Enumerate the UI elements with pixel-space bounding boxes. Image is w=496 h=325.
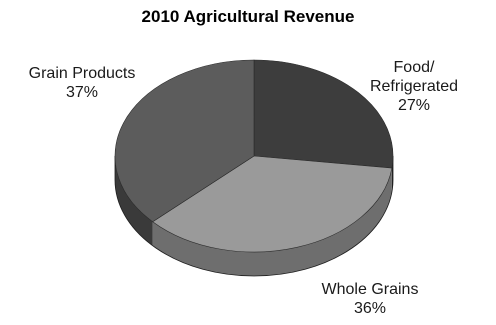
pie-label-group: Food/Refrigerated 27% Whole Grains 36% Grain… [29, 59, 458, 317]
pie-slice-side [152, 168, 392, 276]
pie-side-group [114, 156, 394, 277]
pie-edge-outline [114, 156, 394, 277]
slice-percent-label: 37% [66, 84, 98, 101]
chart-title: 2010 Agricultural Revenue [141, 7, 355, 26]
pie-slice-side [115, 156, 153, 246]
pie-slice [114, 59, 255, 223]
pie-top-group [114, 59, 394, 253]
slice-name-label: Food/ [394, 59, 435, 76]
pie-slice [152, 155, 393, 253]
slice-percent-label: 27% [398, 97, 430, 114]
slice-percent-label: 36% [354, 300, 386, 317]
pie-slice [253, 59, 394, 169]
slice-name-label: Grain Products [29, 65, 136, 82]
slice-name-label: Refrigerated [370, 78, 458, 95]
slice-name-label: Whole Grains [322, 281, 419, 298]
